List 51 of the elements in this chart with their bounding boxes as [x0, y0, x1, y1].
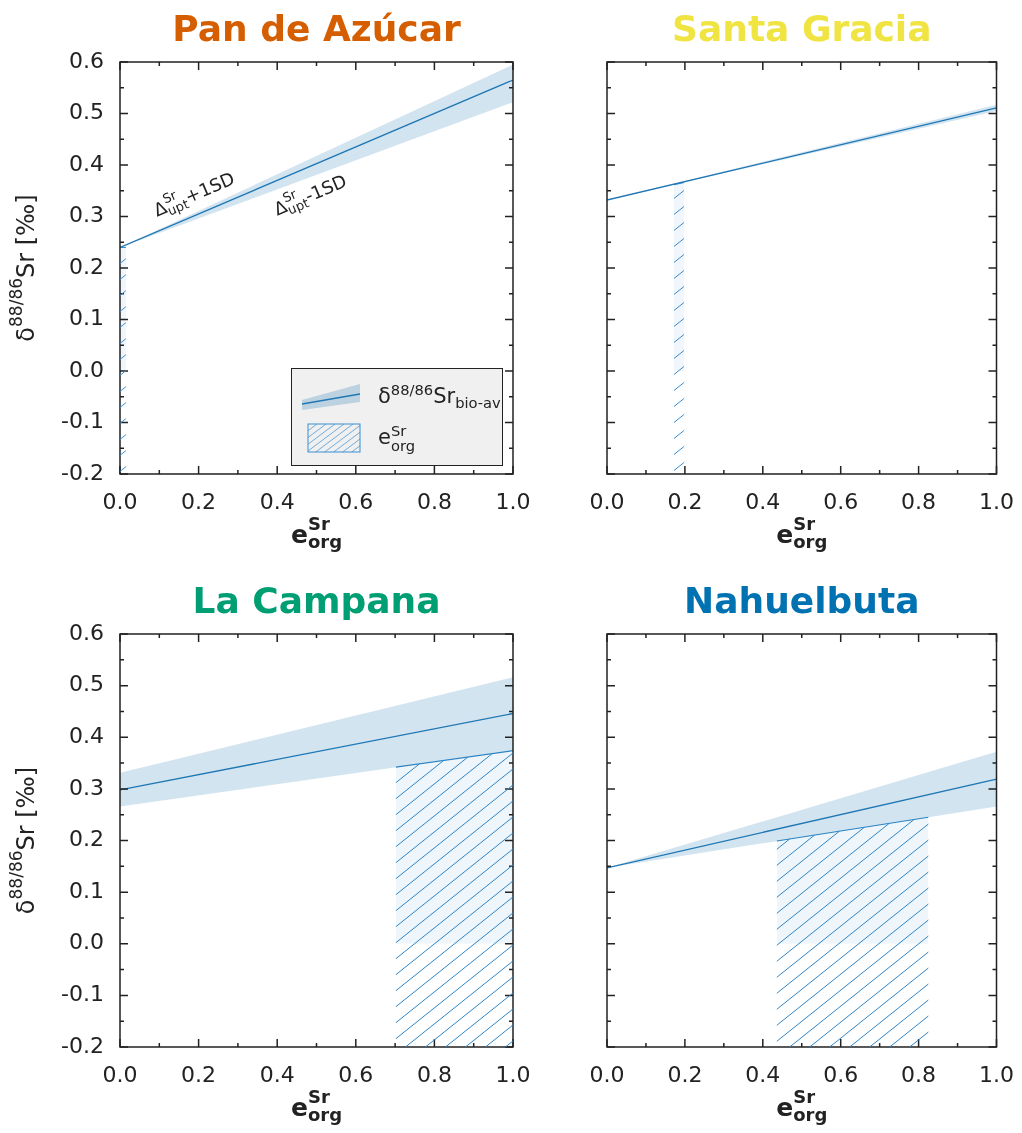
x-tick-label: 0.4 — [259, 488, 295, 514]
x-tick-label: 1.0 — [979, 488, 1015, 514]
y-tick-label: 0.2 — [69, 826, 104, 852]
x-tick-label: 0.2 — [181, 1061, 217, 1087]
y-tick-label: 0.6 — [69, 619, 104, 645]
x-tick-label: 0.2 — [667, 1061, 703, 1087]
y-tick-label: 0.2 — [69, 253, 104, 279]
y-tick-label: 0.6 — [69, 47, 104, 73]
y-tick-label: 0.5 — [69, 671, 104, 697]
x-tick-label: 0.4 — [745, 1061, 781, 1087]
y-tick-label: 0.3 — [69, 774, 104, 800]
y-tick-label: -0.1 — [61, 981, 104, 1007]
y-tick-label: -0.2 — [61, 459, 104, 485]
chart-title: Nahuelbuta — [684, 580, 920, 622]
chart-title: Pan de Azúcar — [172, 8, 461, 50]
y-tick-label: 0.1 — [69, 877, 104, 903]
y-tick-label: -0.1 — [61, 408, 104, 434]
y-tick-label: 0.4 — [69, 150, 104, 176]
x-tick-label: 0.8 — [416, 1061, 452, 1087]
x-tick-label: 0.6 — [823, 488, 859, 514]
y-axis-title: δ88/86Sr [‰] — [6, 194, 41, 342]
x-tick-label: 0.0 — [102, 488, 138, 514]
x-tick-label: 0.0 — [589, 488, 625, 514]
y-tick-label: -0.2 — [61, 1032, 104, 1058]
y-tick-label: 0.0 — [69, 356, 104, 382]
x-tick-label: 0.8 — [901, 488, 937, 514]
x-tick-label: 0.6 — [338, 488, 374, 514]
chart-title: La Campana — [192, 580, 441, 622]
y-tick-label: 0.5 — [69, 99, 104, 125]
x-tick-label: 1.0 — [979, 1061, 1015, 1087]
x-tick-label: 0.4 — [745, 488, 781, 514]
x-tick-label: 0.8 — [416, 488, 452, 514]
legend-label: δ$^{88/86}$Sr$_{bio-av}$ — [378, 380, 501, 412]
x-tick-label: 1.0 — [495, 488, 531, 514]
annotation: ΔSrupt-1SD — [270, 169, 350, 220]
y-axis-title: δ88/86Sr [‰] — [6, 766, 41, 915]
x-tick-label: 0.4 — [259, 1061, 295, 1087]
chart-title: Santa Gracia — [672, 8, 932, 50]
y-tick-label: 0.1 — [69, 305, 104, 331]
x-tick-label: 0.6 — [338, 1061, 374, 1087]
annotation: ΔSrupt+1SD — [150, 167, 238, 221]
x-tick-label: 0.8 — [901, 1061, 937, 1087]
x-tick-label: 0.2 — [181, 488, 217, 514]
x-tick-label: 0.0 — [102, 1061, 138, 1087]
y-tick-label: 0.0 — [69, 929, 104, 955]
x-tick-label: 0.0 — [589, 1061, 625, 1087]
x-tick-label: 0.2 — [667, 488, 703, 514]
x-tick-label: 1.0 — [495, 1061, 531, 1087]
x-tick-label: 0.6 — [823, 1061, 859, 1087]
y-tick-label: 0.4 — [69, 722, 104, 748]
y-tick-label: 0.3 — [69, 202, 104, 228]
